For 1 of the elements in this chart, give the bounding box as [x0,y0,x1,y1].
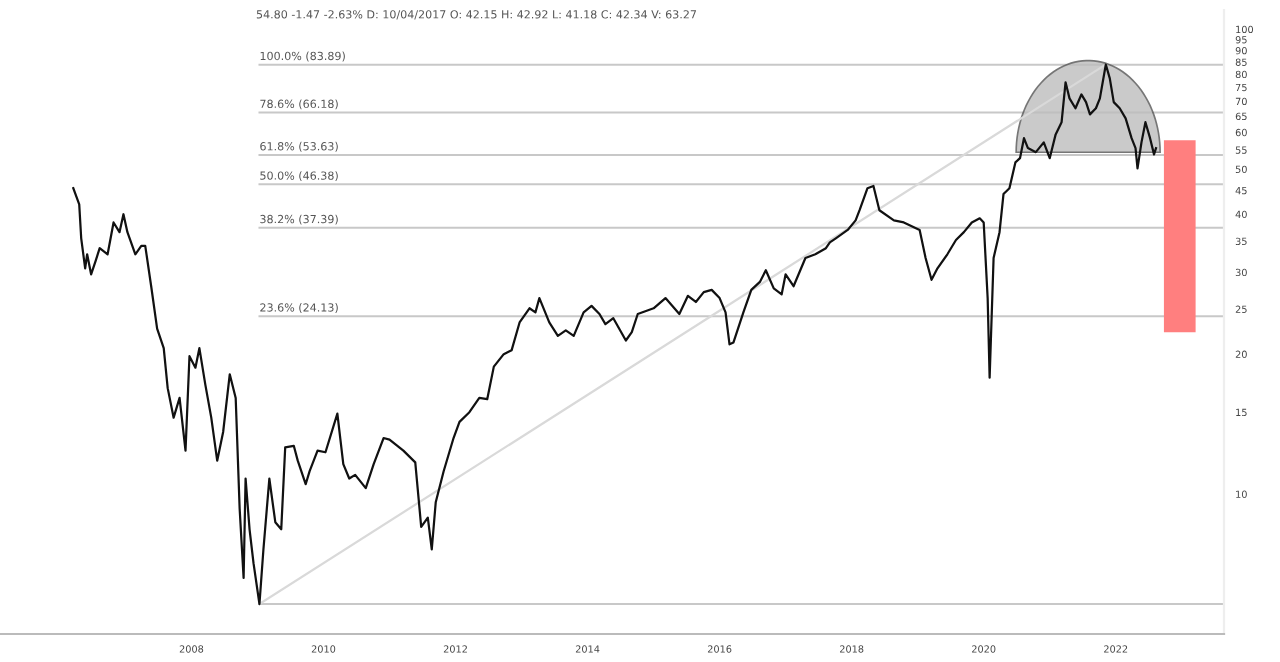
line-series [72,63,1158,606]
